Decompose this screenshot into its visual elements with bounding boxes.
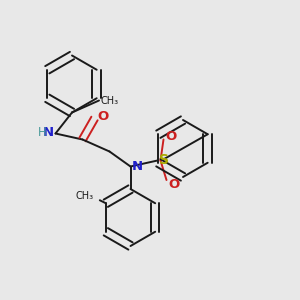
Text: H: H bbox=[38, 125, 46, 139]
Text: O: O bbox=[165, 130, 176, 143]
Text: O: O bbox=[98, 110, 109, 124]
Text: O: O bbox=[168, 178, 179, 191]
Text: S: S bbox=[159, 154, 169, 167]
Text: CH₃: CH₃ bbox=[100, 95, 118, 106]
Text: CH₃: CH₃ bbox=[76, 191, 94, 201]
Text: N: N bbox=[132, 160, 143, 173]
Text: N: N bbox=[43, 125, 54, 139]
